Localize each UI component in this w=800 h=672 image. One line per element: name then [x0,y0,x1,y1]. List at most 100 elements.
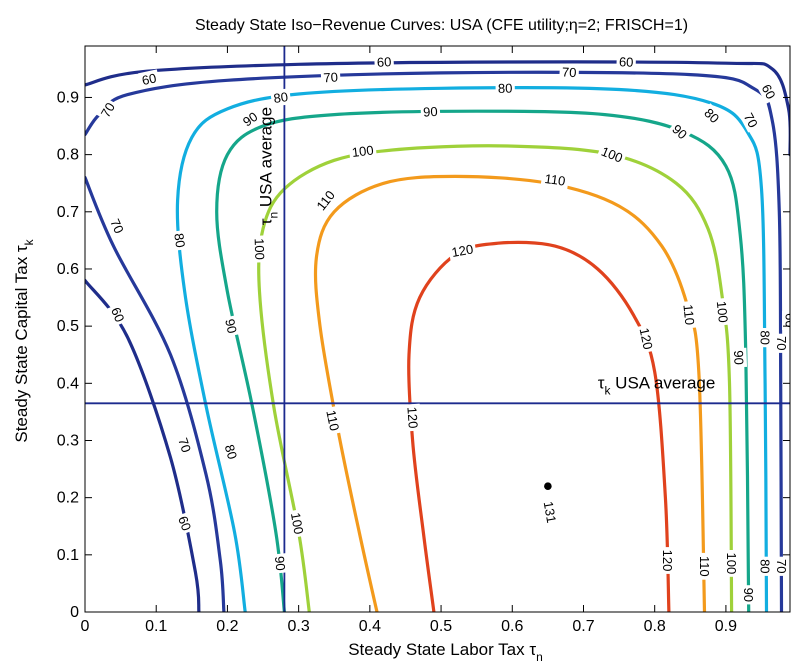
x-tick-label: 0.1 [145,618,167,635]
y-tick-label: 0.8 [57,147,79,164]
contour-label-text: 80 [222,443,240,461]
contour-label-80: 80 [170,229,189,252]
contour-label-text: 90 [741,588,756,602]
contour-label-110: 110 [540,170,570,190]
contour-label-70: 70 [174,433,196,457]
contour-label-text: 70 [774,559,789,573]
y-tick-label: 0 [70,604,79,621]
x-tick-label: 0.2 [216,618,238,635]
contour-label-100: 100 [596,142,628,168]
contour-label-80: 80 [495,80,515,97]
axis-ticks: 0 0.1 0.2 0.3 0.4 0.5 0.6 0.7 0.8 0.9 0 0.1 0.2 0.3 0.… [57,46,790,635]
contour-label-text: 90 [423,104,438,120]
contour-label-text: 70 [98,100,118,120]
peak-label-text: 131 [541,500,560,524]
contour-120-path [407,240,671,612]
contour-label-120: 120 [635,323,657,354]
contour-label-110: 110 [679,300,699,329]
peak-point [544,482,552,491]
contour-label-120: 120 [403,403,422,432]
contour-label-80: 80 [757,328,774,348]
contour-label-70: 70 [739,108,763,133]
contour-label-text: 70 [562,64,577,80]
contour-label-90: 90 [740,585,757,605]
x-tick-label: 0.7 [572,618,594,635]
contour-label-60: 60 [374,53,395,71]
y-tick-label: 0.5 [57,318,79,335]
y-tick-label: 0.7 [57,204,79,221]
contour-label-text: 120 [637,327,656,351]
contour-label-text: 100 [288,511,307,535]
y-axis-title-subscript: k [22,238,36,245]
contour-label-90: 90 [237,107,263,132]
contour-label-text: 70 [107,216,127,235]
contour-label-90: 90 [271,553,290,574]
contour-label-text: 80 [498,81,513,96]
contour-label-text: 60 [759,82,779,102]
plot-border [84,45,791,613]
contour-label-100: 100 [712,297,732,326]
tau-n-average-label-text: τn USA average [257,107,281,225]
axes-frame [84,45,791,613]
contour-label-text: 90 [669,121,690,142]
contour-label-90: 90 [420,103,441,121]
contour-label-110: 110 [696,552,713,580]
contour-label-text: 60 [175,514,194,533]
contour-label-70: 70 [320,68,341,87]
y-tick-label: 0.6 [57,261,79,278]
contour-label-text: 80 [758,559,773,573]
contour-label-70: 70 [773,333,790,353]
contour-label-80: 80 [220,440,242,464]
contour-label-text: 60 [619,54,634,69]
contour-label-120: 120 [447,240,477,261]
contour-label-text: 120 [450,241,474,260]
x-axis-title-text: Steady State Labor Tax τ [348,640,536,659]
contour-label-70: 70 [105,214,129,239]
contour-90-path [215,109,751,612]
tau-n-average-label: τn USA average [257,107,281,225]
contour-label-text: 80 [171,232,188,248]
contour-label-text: 110 [544,171,567,189]
contour-label-text: 110 [680,304,697,326]
contour-label-text: 60 [783,313,798,327]
contour-label-text: 100 [724,553,739,575]
y-tick-label: 0.1 [57,547,79,564]
y-tick-label: 0.3 [57,432,79,449]
x-tick-label: 0.5 [430,618,452,635]
contour-label-text: 90 [222,317,240,334]
contour-label-70: 70 [773,556,790,576]
contour-label-text: 100 [351,142,374,160]
contour-label-text: 100 [252,238,268,260]
contour-label-100: 100 [286,508,308,538]
contour-label-80: 80 [699,103,725,129]
x-tick-label: 0.3 [288,618,310,635]
contour-label-100: 100 [348,141,377,161]
contour-label-text: 120 [404,406,420,429]
contour-label-text: 100 [714,300,731,323]
contour-label-60: 60 [616,53,637,71]
contour-label-text: 120 [660,550,675,572]
contour-80-path [175,86,769,612]
chart-title: Steady State Iso−Revenue Curves: USA (CF… [195,17,688,34]
tau-k-average-label: τk USA average [598,374,716,398]
x-tick-label: 0.6 [501,618,523,635]
contour-label-text: 60 [376,54,391,70]
y-axis-title: Steady State Capital Tax τk [12,238,36,442]
contour-label-70: 70 [559,63,580,81]
contour-label-100: 100 [723,550,740,577]
contour-label-text: 60 [140,70,157,88]
contour-label-100: 100 [251,235,268,263]
contour-label-text: 90 [731,350,746,365]
peak-label: 131 [541,500,560,524]
x-tick-label: 0 [81,618,90,635]
contour-label-text: 90 [272,555,288,571]
contour-label-80: 80 [757,556,774,576]
contour-label-90: 90 [667,119,693,145]
contour-label-text: 110 [697,556,712,577]
contour-label-90: 90 [730,347,748,368]
contour-label-text: 110 [323,409,342,432]
contour-label-text: 90 [240,109,260,130]
contour-label-90: 90 [221,315,241,338]
x-axis-title-subscript: n [536,650,543,664]
